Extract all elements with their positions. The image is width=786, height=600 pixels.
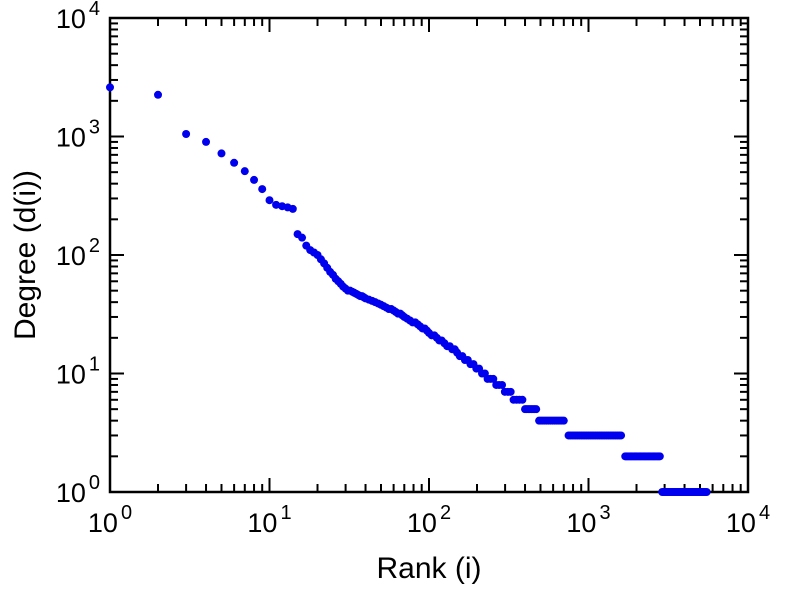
data-point <box>506 387 515 396</box>
x-tick-labels: 10 0 10 1 10 2 10 3 10 4 <box>88 502 770 538</box>
plot-frame <box>108 16 750 494</box>
y-tick-label: 10 1 <box>56 354 100 390</box>
data-point <box>106 83 114 92</box>
data-point <box>250 175 259 184</box>
x-tick-label: 10 4 <box>726 502 770 538</box>
y-tick-label: 10 2 <box>56 235 100 271</box>
data-point <box>202 137 211 146</box>
axis-ticks <box>109 17 749 493</box>
data-point <box>498 380 507 389</box>
data-point <box>265 196 274 205</box>
data-point <box>217 149 226 158</box>
x-axis-label: Rank (i) <box>376 552 482 585</box>
y-tick-label: 10 3 <box>56 117 100 153</box>
x-tick-label: 10 3 <box>566 502 610 538</box>
data-point <box>272 200 281 209</box>
data-point <box>182 129 191 138</box>
y-tick-label: 10 0 <box>56 472 100 508</box>
data-point <box>518 395 527 404</box>
data-point <box>240 167 249 176</box>
data-point <box>489 374 498 383</box>
data-point <box>559 416 568 425</box>
data-point <box>298 233 307 242</box>
y-axis-label: Degree (d(i)) <box>9 169 42 341</box>
x-tick-label: 10 1 <box>247 502 291 538</box>
data-point <box>258 185 267 194</box>
data-points <box>106 83 711 496</box>
y-tick-label: 10 4 <box>56 0 100 34</box>
data-point <box>288 204 297 213</box>
data-point <box>617 431 626 440</box>
data-point <box>655 452 664 461</box>
data-point <box>230 158 239 167</box>
x-tick-label: 10 0 <box>88 502 132 538</box>
data-point <box>154 90 163 99</box>
x-tick-label: 10 2 <box>407 502 451 538</box>
data-point <box>532 405 541 414</box>
data-point <box>702 488 711 496</box>
